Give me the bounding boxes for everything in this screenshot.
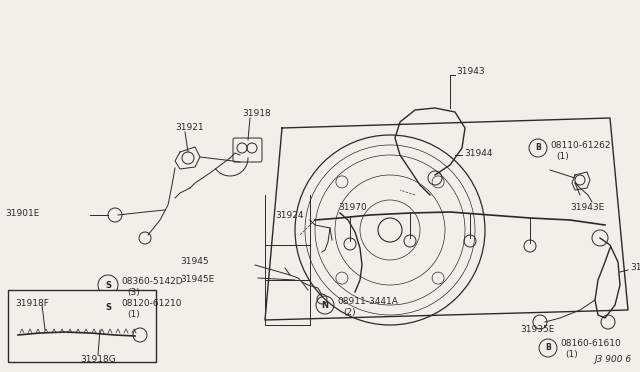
Text: 31943: 31943 (456, 67, 484, 77)
Text: 08110-61262: 08110-61262 (550, 141, 611, 150)
Text: (1): (1) (127, 311, 140, 320)
Text: 31935E: 31935E (520, 326, 554, 334)
Text: 31921: 31921 (175, 124, 204, 132)
Text: B: B (535, 144, 541, 153)
Text: B: B (545, 343, 551, 353)
Text: 31945E: 31945E (180, 276, 214, 285)
Text: S: S (105, 280, 111, 289)
Text: 31970: 31970 (338, 203, 367, 212)
Text: 31901E: 31901E (5, 208, 40, 218)
Text: 31918F: 31918F (15, 298, 49, 308)
Text: (2): (2) (343, 308, 356, 317)
Text: S: S (105, 304, 111, 312)
Text: 08160-61610: 08160-61610 (560, 340, 621, 349)
Text: (1): (1) (556, 151, 569, 160)
Text: 08360-5142D: 08360-5142D (121, 276, 182, 285)
Text: N: N (321, 301, 328, 310)
Text: 31944: 31944 (464, 148, 493, 157)
Text: 08911-3441A: 08911-3441A (337, 296, 398, 305)
Text: 08120-61210: 08120-61210 (121, 299, 182, 308)
Text: (3): (3) (127, 288, 140, 296)
Text: 31935: 31935 (630, 263, 640, 273)
Text: 31918: 31918 (242, 109, 271, 119)
Text: 31945: 31945 (180, 257, 209, 266)
Bar (8, 290, 156, 362)
Text: 31943E: 31943E (570, 203, 604, 212)
Text: J3 900 6: J3 900 6 (595, 355, 632, 364)
Text: 31918G: 31918G (80, 356, 116, 365)
Text: 31924: 31924 (275, 211, 303, 219)
Text: (1): (1) (565, 350, 578, 359)
